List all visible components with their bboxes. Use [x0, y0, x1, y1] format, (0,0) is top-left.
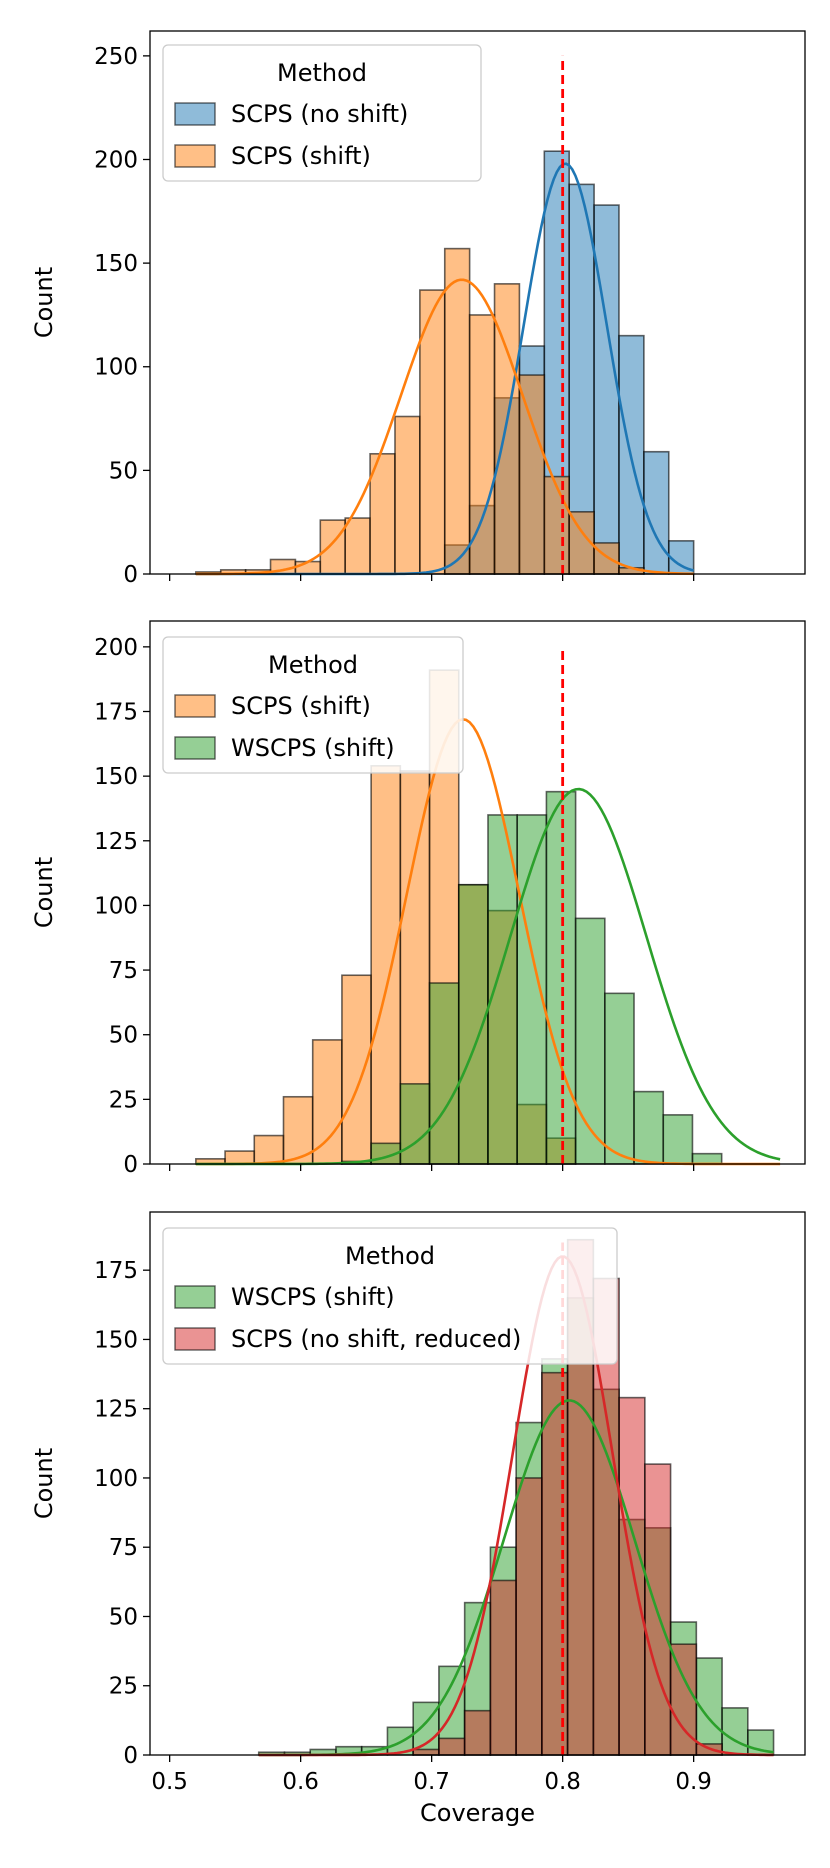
histogram-bar	[568, 183, 595, 575]
histogram-bar	[428, 982, 460, 1165]
y-tick-label: 200	[94, 147, 138, 173]
histogram-bar	[443, 247, 471, 575]
y-axis-label: Count	[30, 267, 58, 338]
histogram-bar	[593, 204, 620, 575]
y-tick-label: 150	[94, 1327, 138, 1353]
legend-swatch	[174, 1327, 216, 1351]
histogram-bar	[319, 519, 346, 575]
y-tick-label: 100	[94, 355, 138, 381]
legend-entry: SCPS (shift)	[231, 692, 371, 720]
y-tick-label: 50	[109, 1604, 138, 1630]
legend-box	[162, 1227, 618, 1365]
y-tick-label: 100	[94, 893, 138, 919]
histogram-bar	[468, 314, 496, 575]
middle-histogram-panel: 0 25 50 75 100 125 150 175 200 Count Method SCPS (s…	[30, 620, 806, 1178]
legend-box	[162, 636, 464, 774]
x-tick-label: 0.6	[282, 1769, 319, 1795]
legend-title: Method	[277, 59, 367, 87]
histogram-bar	[419, 289, 446, 575]
series-bars-1	[341, 790, 723, 1165]
bottom-histogram-panel: 0 25 50 75 100 125 150 175 0.5 0.6 0.7 0.8 0.9 Count C…	[30, 1211, 806, 1827]
y-tick-label: 125	[94, 1397, 138, 1423]
histogram-bar	[489, 1579, 517, 1756]
legend: Method SCPS (no shift) SCPS (shift)	[162, 44, 482, 182]
y-tick-label: 50	[109, 458, 138, 484]
legend-title: Method	[268, 651, 358, 679]
histogram-bar	[604, 992, 635, 1165]
legend-entry: SCPS (no shift, reduced)	[231, 1325, 521, 1353]
histogram-bar	[344, 517, 371, 575]
axes-frame	[149, 620, 806, 1165]
series-bars-1	[195, 247, 645, 575]
legend-swatch	[174, 1285, 216, 1309]
histogram-bar	[463, 1709, 492, 1756]
histogram-bar	[691, 1152, 723, 1165]
y-tick-label: 175	[94, 700, 138, 726]
legend-box	[162, 44, 482, 182]
histogram-bar	[370, 764, 402, 1165]
legend-entry: WSCPS (shift)	[231, 1283, 395, 1311]
x-tick-label: 0.9	[675, 1769, 712, 1795]
axes-frame	[149, 30, 806, 575]
histogram-bar	[311, 1039, 343, 1165]
legend-swatch	[174, 736, 216, 760]
legend-swatch	[174, 102, 216, 126]
y-axis-label: Count	[30, 1448, 58, 1519]
histogram-bar	[515, 1477, 543, 1756]
histogram-bar	[438, 1737, 466, 1756]
y-tick-label: 0	[123, 1743, 138, 1769]
y-tick-label: 175	[94, 1258, 138, 1284]
x-tick-label: 0.5	[151, 1769, 188, 1795]
histogram-bar	[721, 1707, 749, 1756]
histogram-bar	[294, 560, 322, 575]
y-tick-label: 75	[109, 1535, 138, 1561]
y-tick-label: 250	[94, 44, 138, 70]
legend: Method SCPS (shift) WSCPS (shift)	[162, 636, 464, 774]
histogram-bar	[369, 452, 396, 575]
histogram-bar	[662, 1114, 694, 1165]
x-axis-label: Coverage	[420, 1799, 535, 1827]
histogram-bar	[543, 475, 570, 575]
top-histogram-panel: 0 50 100 150 200 250 Count Method SCPS (no shift…	[30, 30, 806, 588]
histogram-bar	[593, 542, 620, 575]
y-tick-label: 75	[109, 958, 138, 984]
legend-entry: SCPS (shift)	[231, 142, 371, 170]
histogram-bar	[394, 415, 421, 575]
y-tick-label: 25	[109, 1674, 138, 1700]
legend-entry: SCPS (no shift)	[231, 100, 408, 128]
histogram-bar	[253, 1134, 285, 1165]
legend-title: Method	[345, 1242, 435, 1270]
x-tick-label: 0.7	[413, 1769, 450, 1795]
legend: Method WSCPS (shift) SCPS (no shift, reduc…	[162, 1227, 618, 1365]
histogram-bar	[412, 1748, 440, 1756]
axes-frame	[149, 1211, 806, 1756]
y-tick-label: 0	[123, 1152, 138, 1178]
x-tick-label: 0.8	[544, 1769, 581, 1795]
histogram-bar	[341, 974, 372, 1165]
y-tick-label: 200	[94, 635, 138, 661]
histogram-bar	[518, 374, 546, 575]
y-tick-label: 150	[94, 764, 138, 790]
kde-line-1	[195, 278, 694, 576]
histogram-bar	[224, 1150, 256, 1165]
histogram-bar	[399, 1083, 431, 1165]
legend-swatch	[174, 144, 216, 168]
y-tick-label: 100	[94, 1466, 138, 1492]
legend-swatch	[174, 694, 216, 718]
y-tick-label: 125	[94, 829, 138, 855]
y-tick-label: 25	[109, 1087, 138, 1113]
histogram-bar	[545, 790, 577, 1165]
histogram-bar	[618, 334, 645, 575]
y-tick-label: 0	[123, 562, 138, 588]
y-axis-label: Count	[30, 857, 58, 928]
histogram-bar	[633, 1090, 665, 1165]
legend-entry: WSCPS (shift)	[231, 734, 395, 762]
histogram-bar	[618, 1396, 646, 1756]
y-tick-label: 150	[94, 251, 138, 277]
y-tick-label: 50	[109, 1023, 138, 1049]
